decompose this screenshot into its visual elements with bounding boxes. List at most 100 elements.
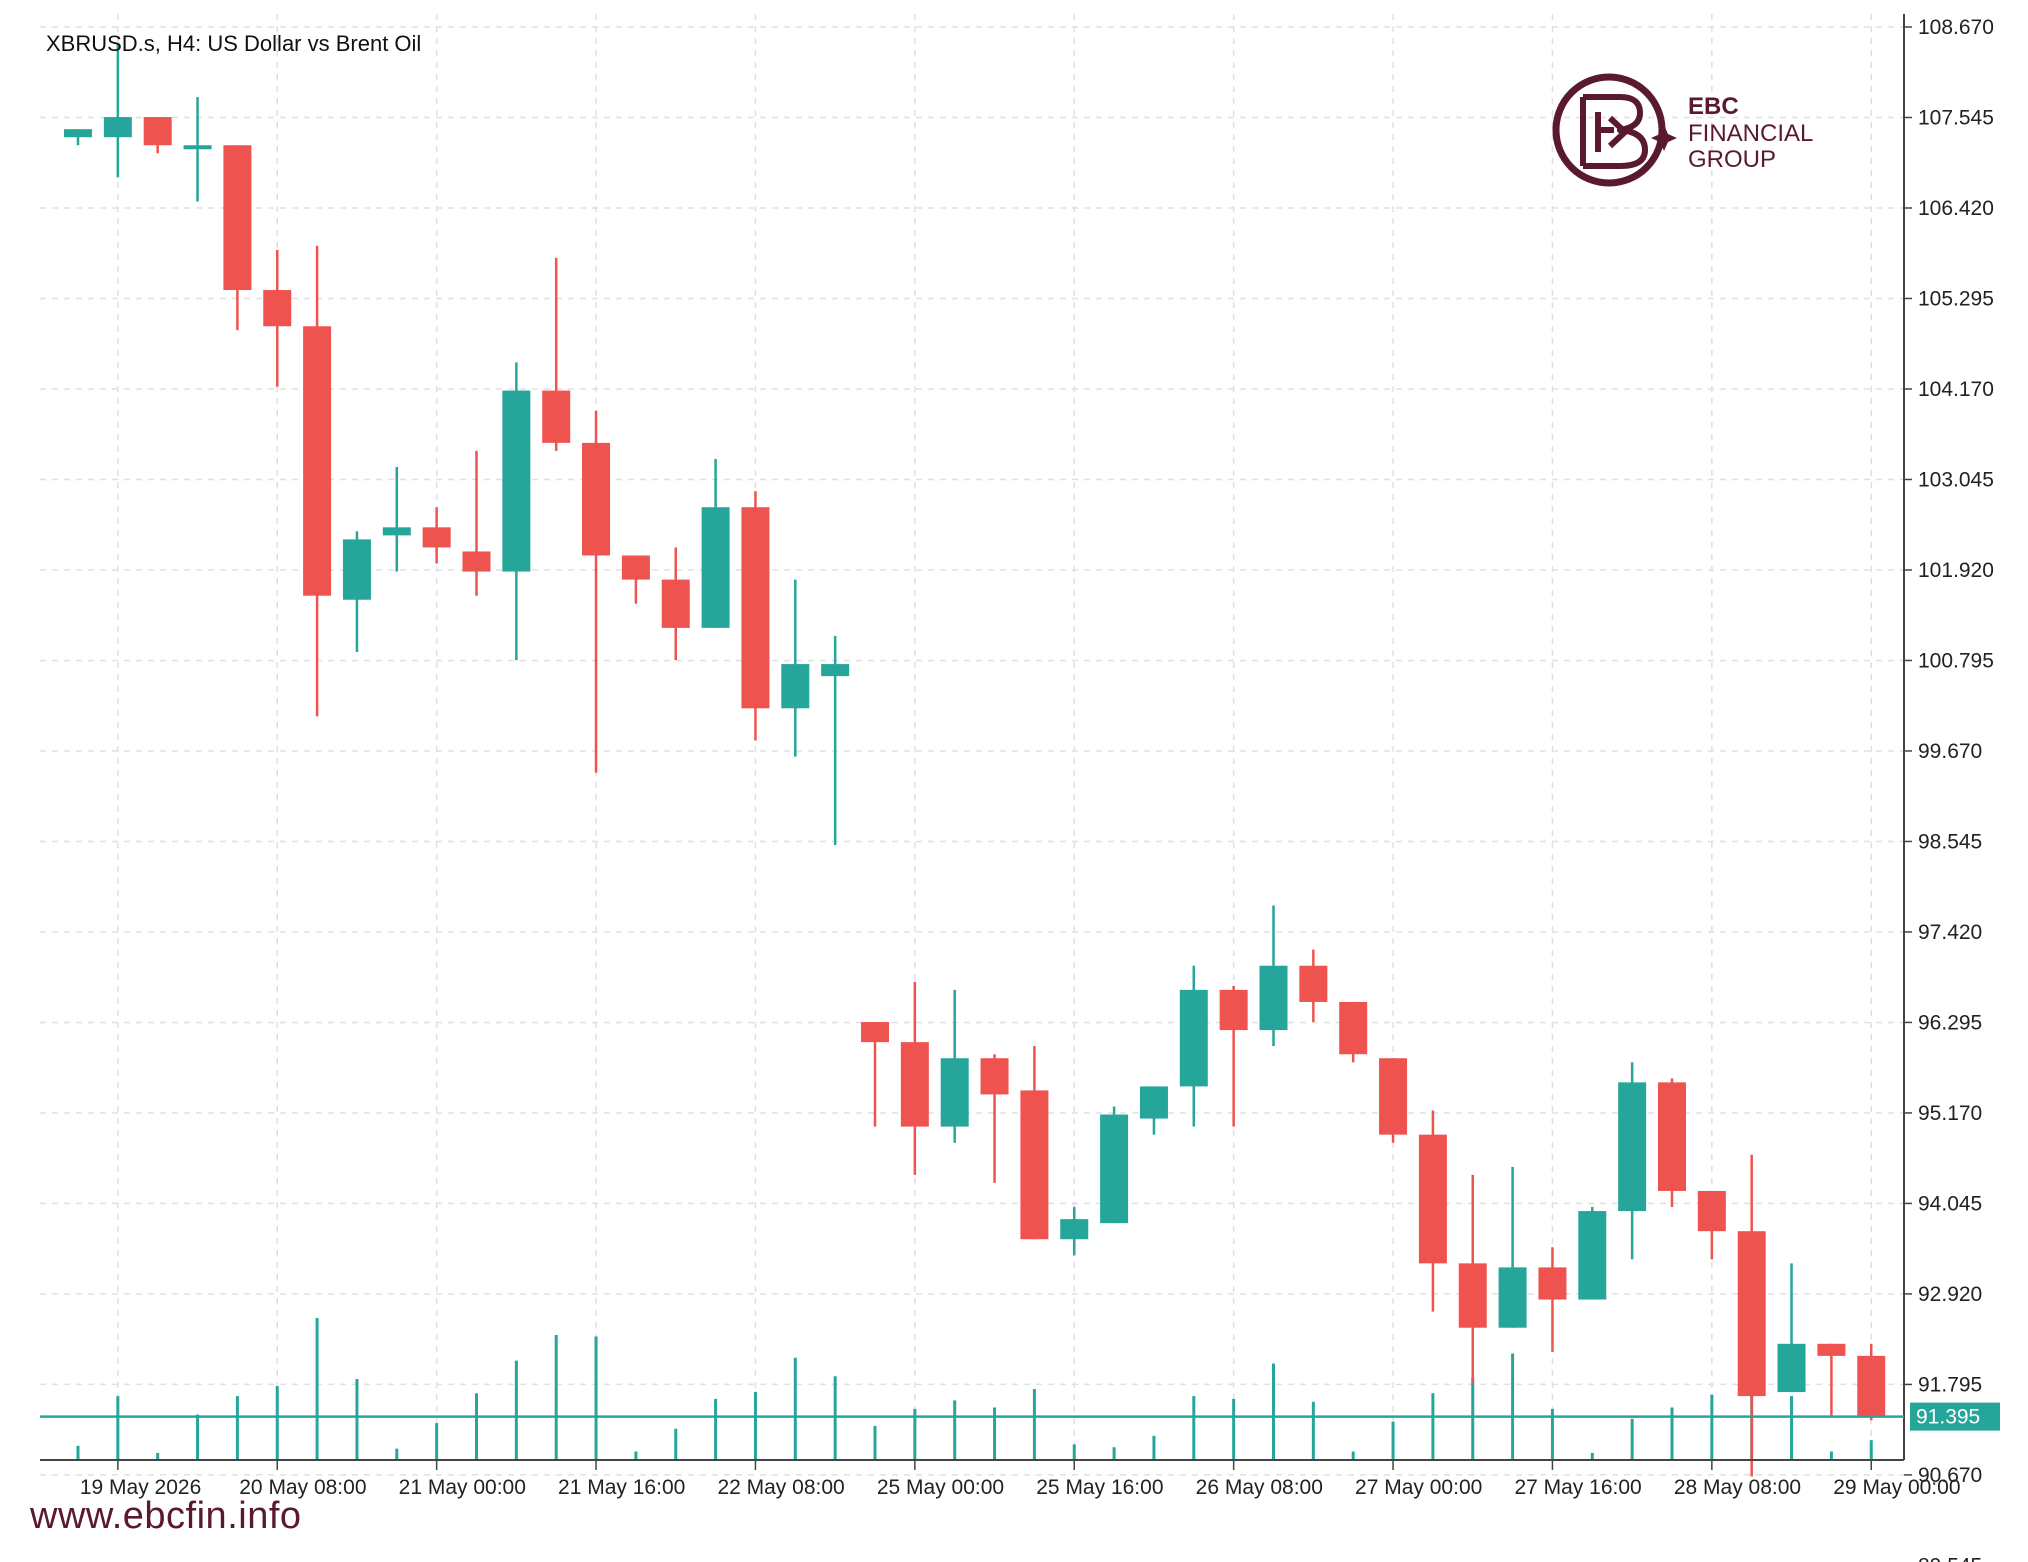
candle [1339, 1001, 1368, 1063]
price-tick-label: 99.670 [1918, 740, 1982, 763]
price-tick-label: 89.545 [1918, 1554, 1982, 1562]
candle-body [1777, 1343, 1806, 1393]
candle-body [582, 442, 611, 556]
price-tick-label: 96.295 [1918, 1011, 1982, 1034]
price-tick-label: 103.045 [1918, 468, 1994, 491]
time-tick-label: 19 May 2026 [80, 1476, 201, 1499]
candle-body [1498, 1267, 1527, 1328]
price-tick-label: 92.920 [1918, 1283, 1982, 1306]
time-tick-label: 26 May 08:00 [1196, 1476, 1323, 1499]
candle-body [1697, 1190, 1726, 1232]
price-tick-label: 91.795 [1918, 1373, 1982, 1396]
candle [1538, 1247, 1567, 1352]
candle-body [741, 507, 770, 709]
candle-body [263, 290, 292, 327]
logo-line-1: EBC [1688, 93, 1739, 120]
logo-line-3: GROUP [1688, 146, 1776, 173]
candle [64, 129, 92, 146]
candle-body [940, 1058, 969, 1127]
candle [1498, 1166, 1527, 1328]
candle [741, 491, 770, 741]
candle [621, 555, 650, 604]
time-tick-label: 29 May 00:00 [1833, 1476, 1960, 1499]
candle-body [382, 527, 411, 536]
last-price-label: 91.395 [1916, 1406, 1980, 1429]
candle [1618, 1062, 1647, 1260]
candle-body [542, 390, 571, 443]
candle-body [1020, 1090, 1049, 1240]
candle [900, 981, 929, 1175]
candle [1299, 949, 1328, 1023]
candle-body [342, 539, 371, 600]
candle [1060, 1207, 1089, 1256]
candle [1418, 1110, 1447, 1312]
candle-body [980, 1058, 1009, 1095]
candle [1777, 1263, 1806, 1393]
candle-body [1658, 1082, 1686, 1191]
candle [303, 245, 332, 717]
candle [1658, 1078, 1686, 1208]
candle-body [1458, 1263, 1487, 1328]
candle-body [462, 551, 491, 572]
candle-body [821, 664, 850, 677]
candle-body [1100, 1114, 1129, 1224]
candle-body [223, 145, 252, 291]
candle-body [103, 117, 132, 138]
price-tick-label: 98.545 [1918, 830, 1982, 853]
grid-lines [40, 14, 1904, 1476]
candle [263, 249, 292, 387]
last-price-marker: 91.395 [40, 1402, 2000, 1431]
candle [1458, 1174, 1487, 1385]
candle [1697, 1190, 1726, 1260]
candle-body [64, 129, 92, 138]
candle [422, 507, 451, 564]
time-tick-label: 25 May 16:00 [1036, 1476, 1163, 1499]
candle-body [1339, 1001, 1368, 1055]
candle [1737, 1154, 1766, 1477]
candle [1578, 1207, 1607, 1300]
last-price-badge [1910, 1402, 2000, 1431]
price-tick-label: 100.795 [1918, 649, 1994, 672]
candle [1857, 1343, 1886, 1421]
price-tick-label: 90.670 [1918, 1464, 1982, 1487]
price-tick-label: 101.920 [1918, 559, 1994, 582]
time-tick-label: 22 May 08:00 [717, 1476, 844, 1499]
candle-body [1538, 1267, 1567, 1300]
price-tick-label: 108.670 [1918, 16, 1994, 39]
candle [661, 547, 690, 661]
price-tick-label: 104.170 [1918, 378, 1994, 401]
candle-body [143, 117, 172, 146]
candle [1379, 1058, 1408, 1143]
price-tick-label: 107.545 [1918, 106, 1994, 129]
footer-url[interactable]: www.ebcfin.info [30, 1495, 302, 1537]
axes: 108.670 107.545 106.420 105.295 104.170 103.0… [40, 14, 1994, 1562]
price-tick-label: 97.420 [1918, 921, 1982, 944]
candle [1100, 1106, 1129, 1224]
candle [980, 1054, 1009, 1183]
candle-body [1139, 1086, 1168, 1119]
time-tick-label: 27 May 00:00 [1355, 1476, 1482, 1499]
time-tick-label: 25 May 00:00 [877, 1476, 1004, 1499]
price-tick-label: 105.295 [1918, 287, 1994, 310]
candle-body [183, 145, 212, 150]
price-tick-label: 95.170 [1918, 1102, 1982, 1125]
price-tick-label: 106.420 [1918, 197, 1994, 220]
candle-body [1737, 1231, 1766, 1397]
candle [1817, 1343, 1846, 1417]
candle-body [1259, 965, 1288, 1031]
candle-body [781, 664, 810, 709]
candle-body [1817, 1343, 1846, 1356]
candle [342, 531, 371, 653]
candle [542, 257, 571, 451]
candle-body [422, 527, 451, 548]
candle [502, 362, 531, 661]
ebc-logo: EBC FINANCIAL GROUP [1552, 73, 1813, 187]
candle [462, 450, 491, 596]
candle-body [701, 507, 730, 628]
candle-body [1618, 1082, 1647, 1212]
candle [1020, 1046, 1049, 1240]
candle [1139, 1086, 1168, 1135]
candle [582, 410, 611, 773]
chart-title: XBRUSD.s, H4: US Dollar vs Brent Oil [46, 31, 421, 56]
